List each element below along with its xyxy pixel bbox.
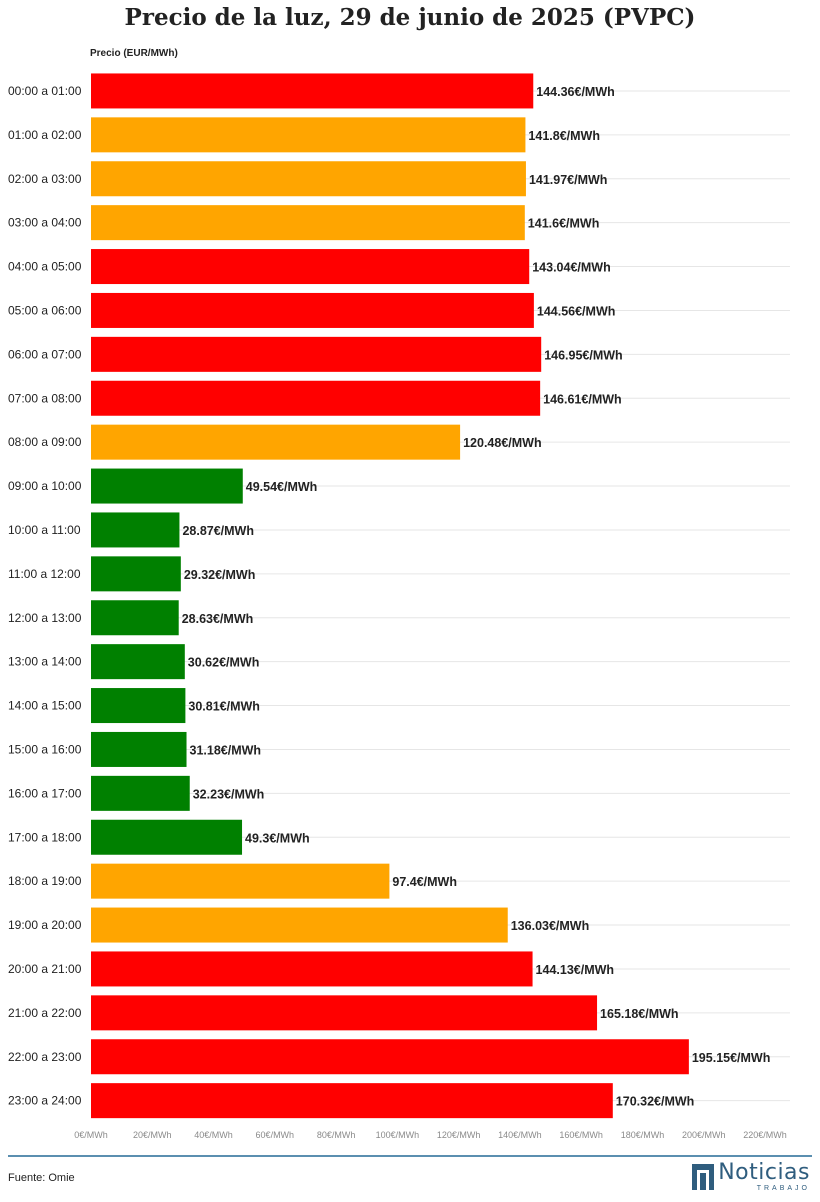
value-label: 136.03€/MWh <box>511 919 590 933</box>
x-axis-ticks: 0€/MWh 20€/MWh 40€/MWh 60€/MWh 80€/MWh 100€/M… <box>74 1130 787 1140</box>
category-label: 23:00 a 24:00 <box>8 1094 82 1108</box>
logo-subtitle: TRABAJO <box>756 1185 810 1192</box>
bar <box>91 380 541 416</box>
value-label: 120.48€/MWh <box>463 436 542 450</box>
value-label: 144.13€/MWh <box>536 963 615 977</box>
category-label: 11:00 a 12:00 <box>8 567 81 581</box>
bar <box>91 819 243 855</box>
tick-label: 160€/MWh <box>559 1130 603 1140</box>
tick-label: 80€/MWh <box>317 1130 356 1140</box>
category-label: 03:00 a 04:00 <box>8 216 82 230</box>
value-label: 97.4€/MWh <box>392 875 457 889</box>
category-label: 00:00 a 01:00 <box>8 84 82 98</box>
footer-divider <box>8 1155 812 1157</box>
category-label: 07:00 a 08:00 <box>8 391 82 405</box>
logo-mark-icon <box>692 1164 715 1190</box>
value-label: 146.61€/MWh <box>543 392 622 406</box>
category-label: 12:00 a 13:00 <box>8 611 82 625</box>
value-label: 29.32€/MWh <box>184 568 256 582</box>
value-label: 143.04€/MWh <box>532 261 611 275</box>
bar <box>91 468 243 504</box>
tick-label: 140€/MWh <box>498 1130 542 1140</box>
category-label: 16:00 a 17:00 <box>8 786 82 800</box>
bar <box>91 556 181 592</box>
tick-label: 20€/MWh <box>133 1130 172 1140</box>
logo-wordmark: Noticias <box>718 1160 810 1185</box>
axis-label: Precio (EUR/MWh) <box>90 48 178 59</box>
brand-logo: Noticias TRABAJO <box>692 1160 810 1192</box>
category-label: 10:00 a 11:00 <box>8 523 81 537</box>
value-label: 141.6€/MWh <box>528 217 600 231</box>
tick-label: 0€/MWh <box>74 1130 108 1140</box>
bar <box>91 731 187 767</box>
tick-label: 200€/MWh <box>682 1130 726 1140</box>
bar <box>91 600 179 636</box>
category-label: 06:00 a 07:00 <box>8 347 82 361</box>
bar <box>91 951 533 987</box>
bar-chart: Precio (EUR/MWh) 00:00 a 01:00 144.36€/MW… <box>8 48 790 1140</box>
category-label: 05:00 a 06:00 <box>8 303 82 317</box>
bar <box>91 1083 613 1119</box>
chart-title: Precio de la luz, 29 de junio de 2025 (P… <box>124 4 696 31</box>
bar <box>91 161 526 197</box>
category-label: 01:00 a 02:00 <box>8 128 82 142</box>
category-label: 14:00 a 15:00 <box>8 699 82 713</box>
category-label: 09:00 a 10:00 <box>8 479 82 493</box>
category-label: 17:00 a 18:00 <box>8 830 82 844</box>
bar <box>91 1039 689 1075</box>
category-label: 13:00 a 14:00 <box>8 655 82 669</box>
bar <box>91 73 534 109</box>
category-label: 19:00 a 20:00 <box>8 918 82 932</box>
value-label: 30.62€/MWh <box>188 656 260 670</box>
value-label: 30.81€/MWh <box>188 700 260 714</box>
bar <box>91 907 508 943</box>
bar <box>91 336 542 372</box>
bar <box>91 512 180 548</box>
bar <box>91 644 185 680</box>
value-label: 144.36€/MWh <box>536 85 615 99</box>
bars: 00:00 a 01:00 144.36€/MWh 01:00 a 02:00 141… <box>8 73 771 1119</box>
category-label: 22:00 a 23:00 <box>8 1050 82 1064</box>
gridlines <box>91 90 790 1102</box>
tick-label: 100€/MWh <box>376 1130 420 1140</box>
category-label: 20:00 a 21:00 <box>8 962 82 976</box>
category-label: 04:00 a 05:00 <box>8 260 82 274</box>
value-label: 141.97€/MWh <box>529 173 608 187</box>
tick-label: 220€/MWh <box>743 1130 787 1140</box>
bar <box>91 292 534 328</box>
value-label: 144.56€/MWh <box>537 304 616 318</box>
bar <box>91 205 525 241</box>
value-label: 170.32€/MWh <box>616 1095 695 1109</box>
bar <box>91 863 390 899</box>
tick-label: 60€/MWh <box>256 1130 295 1140</box>
value-label: 49.3€/MWh <box>245 831 310 845</box>
bar <box>91 688 186 724</box>
category-label: 15:00 a 16:00 <box>8 742 82 756</box>
category-label: 02:00 a 03:00 <box>8 172 82 186</box>
value-label: 32.23€/MWh <box>193 787 265 801</box>
value-label: 195.15€/MWh <box>692 1051 771 1065</box>
bar <box>91 995 598 1031</box>
value-label: 165.18€/MWh <box>600 1007 679 1021</box>
tick-label: 40€/MWh <box>194 1130 233 1140</box>
category-label: 21:00 a 22:00 <box>8 1006 82 1020</box>
value-label: 146.95€/MWh <box>544 348 623 362</box>
value-label: 28.87€/MWh <box>182 524 254 538</box>
tick-label: 180€/MWh <box>621 1130 665 1140</box>
bar <box>91 117 526 153</box>
bar <box>91 249 530 285</box>
source-note: Fuente: Omie <box>8 1172 75 1184</box>
tick-label: 120€/MWh <box>437 1130 481 1140</box>
value-label: 31.18€/MWh <box>190 743 262 757</box>
value-label: 49.54€/MWh <box>246 480 318 494</box>
bar <box>91 775 190 811</box>
value-label: 141.8€/MWh <box>528 129 600 143</box>
category-label: 18:00 a 19:00 <box>8 874 82 888</box>
category-label: 08:00 a 09:00 <box>8 435 82 449</box>
bar <box>91 424 461 460</box>
value-label: 28.63€/MWh <box>182 612 254 626</box>
